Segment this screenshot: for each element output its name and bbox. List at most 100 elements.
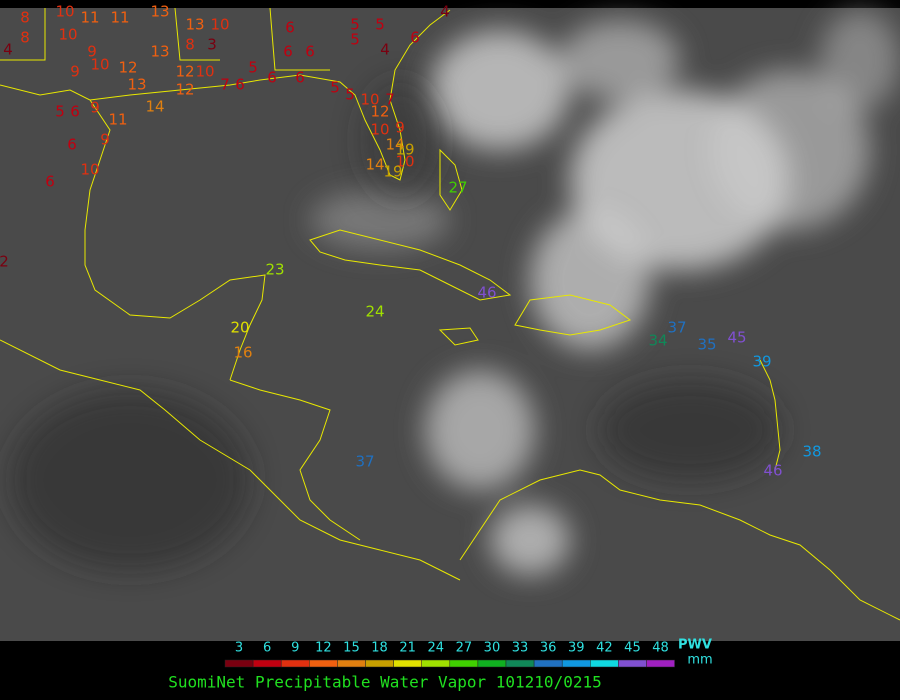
station-value: 6 (67, 136, 77, 154)
station-value: 6 (45, 173, 55, 191)
legend-swatch (280, 659, 310, 668)
station-value: 3 (207, 36, 217, 54)
station-value: 10 (395, 153, 414, 171)
station-value: 45 (727, 329, 746, 347)
legend-swatch (365, 659, 394, 668)
station-value: 11 (108, 111, 127, 129)
station-value: 7 (385, 91, 395, 109)
station-value: 7 (220, 76, 230, 94)
station-value: 4 (3, 41, 13, 59)
station-value: 9 (70, 63, 80, 81)
station-value: 6 (267, 69, 277, 87)
legend-tick-label: 42 (596, 641, 613, 656)
station-value: 14 (145, 98, 164, 116)
station-value: 46 (763, 462, 782, 480)
legend-tick-label: 6 (263, 641, 271, 656)
legend-swatch (309, 659, 338, 668)
legend-tick-label: 30 (484, 641, 501, 656)
station-value: 13 (150, 43, 169, 61)
legend-tick-label: 12 (315, 641, 332, 656)
station-value: 6 (410, 29, 420, 47)
legend-swatch (618, 659, 647, 668)
legend-tick-label: 45 (624, 641, 641, 656)
station-value: 5 (350, 16, 360, 34)
legend-tick-label: 18 (371, 641, 388, 656)
station-value: 14 (385, 136, 404, 154)
station-value: 10 (58, 26, 77, 44)
legend-swatch (449, 659, 479, 668)
station-value: 5 (350, 31, 360, 49)
legend-swatch (337, 659, 366, 668)
station-value: 10 (80, 161, 99, 179)
station-value: 5 (248, 59, 258, 77)
legend-unit: PWV (678, 638, 712, 653)
dark-areas (10, 80, 780, 570)
legend-tick-label: 48 (652, 641, 669, 656)
station-value: 9 (87, 43, 97, 61)
station-value: 5 (55, 103, 65, 121)
legend-swatch (224, 659, 254, 668)
station-value: 9 (395, 119, 405, 137)
station-value: 8 (20, 9, 30, 27)
station-value: 8 (185, 36, 195, 54)
station-value: 20 (230, 319, 249, 337)
station-value: 4 (380, 41, 390, 59)
station-value: 6 (235, 76, 245, 94)
station-value: 34 (648, 332, 667, 350)
legend-tick-label: 39 (568, 641, 585, 656)
station-value: 14 (365, 156, 384, 174)
legend-swatch (646, 659, 675, 668)
station-value: 12 (370, 103, 389, 121)
station-value: 27 (448, 179, 467, 197)
map-title: SuomiNet Precipitable Water Vapor 101210… (168, 673, 601, 692)
station-value: 10 (195, 63, 214, 81)
station-value: 46 (477, 284, 496, 302)
station-value: 35 (697, 336, 716, 354)
station-value: 12 (175, 63, 194, 81)
legend-swatch (252, 659, 282, 668)
station-value: 37 (667, 319, 686, 337)
legend-swatch (393, 659, 422, 668)
station-value: 19 (383, 163, 402, 181)
station-value: 5 (345, 86, 355, 104)
station-value: 12 (175, 81, 194, 99)
station-value: 6 (70, 103, 80, 121)
station-value: 39 (752, 353, 771, 371)
legend-tick-label: 3 (235, 641, 243, 656)
legend-tick-label: 21 (399, 641, 416, 656)
station-value: 5 (330, 79, 340, 97)
legend-swatch (477, 659, 507, 668)
station-value: 6 (295, 69, 305, 87)
station-value: 10 (210, 16, 229, 34)
legend-tick-label: 24 (427, 641, 444, 656)
legend-tick-label: 33 (512, 641, 529, 656)
station-value: 19 (395, 141, 414, 159)
station-value: 13 (127, 76, 146, 94)
legend-swatch (590, 659, 619, 668)
station-value: 9 (100, 131, 110, 149)
station-value: 9 (90, 99, 100, 117)
station-value: 6 (305, 43, 315, 61)
legend-tick-label: 36 (540, 641, 557, 656)
station-value: 6 (285, 19, 295, 37)
legend-tick-label: 15 (343, 641, 360, 656)
coastlines (0, 7, 900, 621)
station-value: 10 (370, 121, 389, 139)
station-value: 23 (265, 261, 284, 279)
station-value: 16 (233, 344, 252, 362)
station-value: 8 (20, 29, 30, 47)
legend-swatch (505, 659, 535, 668)
legend-unit: mm (687, 653, 712, 668)
station-value: 4 (440, 3, 450, 21)
station-value: 5 (375, 16, 385, 34)
station-value: 12 (118, 59, 137, 77)
legend-swatch (421, 659, 451, 668)
station-value: 10 (90, 56, 109, 74)
station-value: 10 (55, 3, 74, 21)
station-value: 13 (185, 16, 204, 34)
legend-tick-label: 27 (456, 641, 473, 656)
legend-swatch (561, 659, 591, 668)
